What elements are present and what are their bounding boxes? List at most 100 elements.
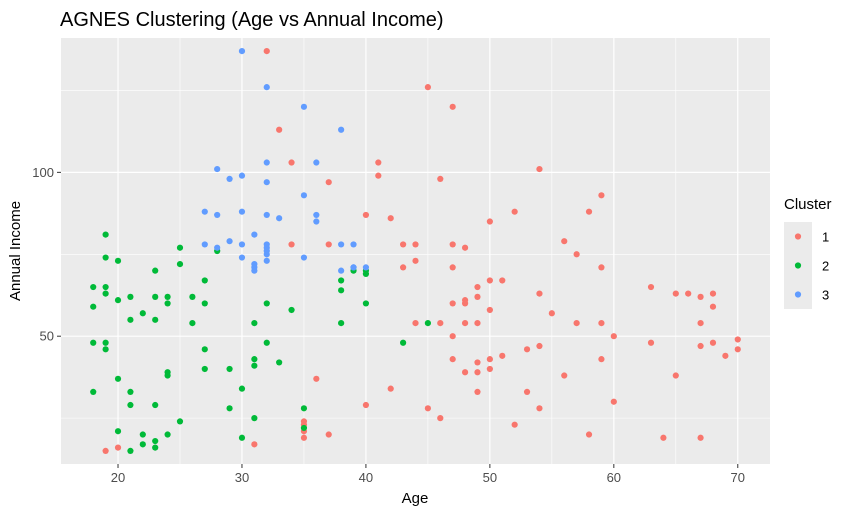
data-point-cluster-1: [474, 369, 481, 376]
data-point-cluster-3: [350, 241, 357, 248]
data-point-cluster-3: [251, 267, 258, 274]
x-tick-label: 60: [607, 470, 621, 485]
data-point-cluster-1: [461, 244, 469, 251]
data-point-cluster-3: [238, 48, 246, 55]
data-point-cluster-3: [263, 84, 270, 91]
data-point-cluster-2: [139, 431, 146, 438]
legend-title: Cluster: [784, 196, 832, 213]
data-point-cluster-1: [114, 444, 122, 451]
data-point-cluster-2: [152, 316, 159, 323]
data-point-cluster-1: [660, 434, 667, 441]
data-point-cluster-1: [598, 356, 605, 363]
data-point-cluster-3: [238, 208, 246, 215]
data-point-cluster-2: [251, 356, 258, 363]
data-point-cluster-2: [176, 244, 184, 251]
x-tick-label: 30: [235, 470, 249, 485]
x-tick-label: 70: [731, 470, 745, 485]
data-point-cluster-2: [127, 388, 134, 396]
data-point-cluster-2: [251, 415, 258, 422]
data-point-cluster-1: [263, 48, 270, 55]
data-point-cluster-1: [511, 208, 518, 215]
data-point-cluster-2: [201, 277, 208, 284]
data-point-cluster-3: [214, 165, 221, 173]
data-point-cluster-2: [189, 293, 196, 300]
data-point-cluster-1: [449, 241, 456, 248]
data-point-cluster-1: [325, 241, 332, 248]
data-point-cluster-2: [114, 257, 122, 264]
data-point-cluster-3: [201, 208, 208, 215]
data-point-cluster-1: [523, 388, 531, 396]
legend-items: 1 2 3: [784, 222, 829, 309]
data-point-cluster-1: [672, 372, 679, 379]
data-point-cluster-2: [189, 319, 196, 327]
data-point-cluster-1: [722, 352, 729, 359]
data-point-cluster-2: [338, 277, 345, 284]
data-point-cluster-2: [127, 293, 134, 300]
data-point-cluster-2: [164, 293, 171, 300]
data-point-cluster-1: [709, 290, 717, 297]
major-gridlines: [61, 38, 770, 464]
data-point-cluster-1: [486, 356, 493, 363]
data-point-cluster-3: [276, 215, 283, 222]
data-point-cluster-2: [288, 306, 295, 314]
data-point-cluster-2: [226, 365, 233, 373]
data-point-cluster-1: [672, 290, 679, 297]
data-point-cluster-3: [263, 211, 270, 219]
data-point-cluster-1: [685, 290, 692, 297]
data-point-cluster-3: [201, 241, 208, 248]
data-point-cluster-1: [697, 293, 704, 300]
data-point-cluster-1: [461, 297, 469, 304]
data-point-cluster-2: [139, 441, 146, 448]
data-point-cluster-2: [201, 346, 208, 353]
data-point-cluster-2: [102, 254, 109, 261]
y-tick-label: 50: [40, 329, 54, 344]
chart-title: AGNES Clustering (Age vs Annual Income): [60, 9, 444, 31]
data-point-cluster-1: [523, 346, 531, 353]
data-point-cluster-2: [362, 270, 370, 278]
data-point-cluster-2: [362, 300, 370, 307]
data-point-cluster-1: [709, 339, 717, 346]
data-point-cluster-3: [263, 159, 270, 166]
data-point-cluster-2: [102, 339, 109, 346]
data-point-cluster-3: [300, 192, 308, 199]
legend-key-point: [794, 291, 802, 298]
data-point-cluster-2: [102, 283, 109, 291]
data-point-cluster-2: [176, 418, 184, 425]
data-point-cluster-2: [201, 300, 208, 307]
data-point-cluster-1: [474, 359, 481, 366]
data-point-cluster-1: [511, 421, 518, 428]
data-point-cluster-1: [300, 434, 308, 441]
data-point-cluster-1: [598, 264, 605, 271]
data-point-cluster-1: [610, 398, 617, 405]
data-point-cluster-3: [338, 126, 345, 133]
data-point-cluster-1: [486, 218, 493, 225]
data-point-cluster-3: [313, 159, 320, 166]
data-point-cluster-1: [400, 241, 407, 248]
data-point-cluster-1: [412, 319, 419, 327]
y-tick-label: 100: [32, 165, 54, 180]
data-point-cluster-2: [90, 303, 97, 310]
data-point-cluster-1: [709, 303, 717, 310]
data-point-cluster-2: [90, 388, 97, 396]
data-point-cluster-1: [647, 339, 655, 346]
data-point-cluster-3: [251, 231, 258, 238]
data-point-cluster-1: [610, 333, 617, 340]
y-axis-label: Annual Income: [7, 201, 24, 301]
data-point-cluster-1: [400, 264, 407, 271]
data-point-cluster-1: [474, 388, 481, 396]
data-point-cluster-1: [474, 319, 481, 327]
data-point-cluster-1: [449, 300, 456, 307]
data-point-cluster-2: [152, 437, 159, 445]
data-point-cluster-1: [486, 306, 493, 314]
data-point-cluster-2: [90, 283, 97, 291]
data-point-cluster-2: [114, 428, 122, 435]
data-point-cluster-1: [288, 241, 295, 248]
x-tick-label: 50: [483, 470, 497, 485]
data-point-cluster-1: [598, 319, 605, 327]
data-point-cluster-2: [127, 447, 134, 454]
data-point-cluster-2: [164, 431, 171, 438]
data-point-cluster-2: [201, 365, 208, 373]
data-point-cluster-2: [424, 319, 431, 327]
data-point-cluster-2: [400, 339, 407, 346]
